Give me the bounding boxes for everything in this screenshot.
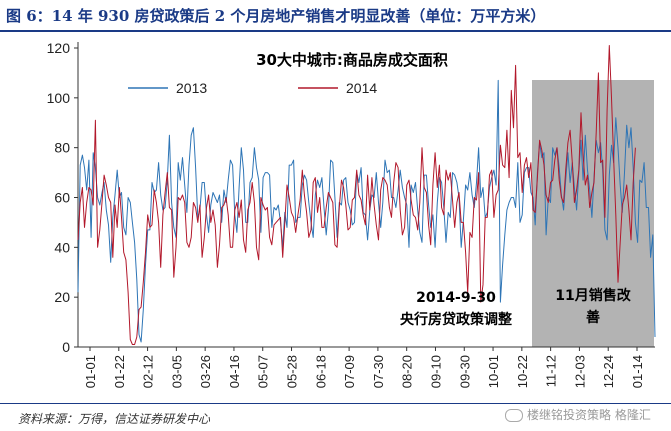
- x-tick-label: 12-03: [572, 355, 587, 388]
- wechat-icon: [505, 409, 523, 422]
- chart-title: 30大中城市:商品房成交面积: [256, 51, 448, 69]
- x-tick-label: 11-12: [544, 355, 559, 387]
- figure-footer: 资料来源：万得，信达证券研发中心 楼继铭投资策略 格隆汇: [0, 403, 671, 431]
- annotation-nov-sales: 11月销售改: [555, 287, 631, 304]
- y-tick-label: 0: [62, 339, 70, 355]
- series-line-2014: [77, 45, 636, 345]
- figure-title: 图 6：14 年 930 房贷政策后 2 个月房地产销售才明显改善（单位：万平方…: [6, 7, 546, 25]
- x-tick-label: 07-30: [371, 355, 386, 388]
- x-tick-label: 02-12: [141, 355, 156, 388]
- watermark: 楼继铭投资策略 格隆汇: [505, 406, 651, 423]
- x-tick-label: 05-07: [256, 355, 271, 388]
- title-divider: [0, 30, 671, 32]
- x-tick-label: 10-01: [486, 355, 501, 388]
- y-tick-label: 120: [47, 40, 71, 56]
- x-tick-label: 12-24: [601, 355, 616, 388]
- legend-label-2013: 2013: [176, 80, 207, 96]
- x-tick-label: 03-26: [198, 355, 213, 388]
- y-tick-label: 20: [54, 289, 70, 305]
- y-tick-label: 40: [54, 239, 70, 255]
- legend-label-2014: 2014: [346, 80, 377, 96]
- annotation-policy-date: 2014-9-30: [416, 290, 496, 306]
- x-tick-label: 09-10: [428, 355, 443, 388]
- watermark-text: 楼继铭投资策略 格隆汇: [527, 408, 651, 422]
- annotation-policy-text: 央行房贷政策调整: [400, 311, 513, 328]
- x-tick-label: 10-22: [515, 355, 530, 388]
- x-tick-label: 01-01: [83, 355, 98, 388]
- x-tick-label: 08-20: [400, 355, 415, 388]
- x-tick-label: 01-22: [112, 355, 127, 388]
- x-tick-label: 06-18: [313, 355, 328, 388]
- series-line-2013: [77, 79, 656, 343]
- y-tick-label: 60: [54, 190, 70, 206]
- footer-divider: [0, 403, 671, 404]
- y-tick-label: 100: [47, 90, 71, 106]
- x-tick-label: 03-05: [169, 355, 184, 388]
- highlight-region: [532, 80, 654, 347]
- figure-header: 图 6：14 年 930 房贷政策后 2 个月房地产销售才明显改善（单位：万平方…: [0, 0, 671, 30]
- x-tick-label: 04-16: [227, 355, 242, 388]
- line-chart: 0 20 40 60 80 100 120 01-01 01-22 02-12 03-05 03-26…: [47, 40, 656, 388]
- y-tick-label: 80: [54, 140, 70, 156]
- x-tick-label: 01-14: [630, 355, 645, 388]
- source-note: 资料来源：万得，信达证券研发中心: [18, 412, 211, 426]
- x-tick-label: 07-09: [342, 355, 357, 388]
- annotation-nov-sales-cont: 善: [586, 309, 600, 326]
- x-tick-label: 09-30: [457, 355, 472, 388]
- x-tick-label: 05-28: [285, 355, 300, 388]
